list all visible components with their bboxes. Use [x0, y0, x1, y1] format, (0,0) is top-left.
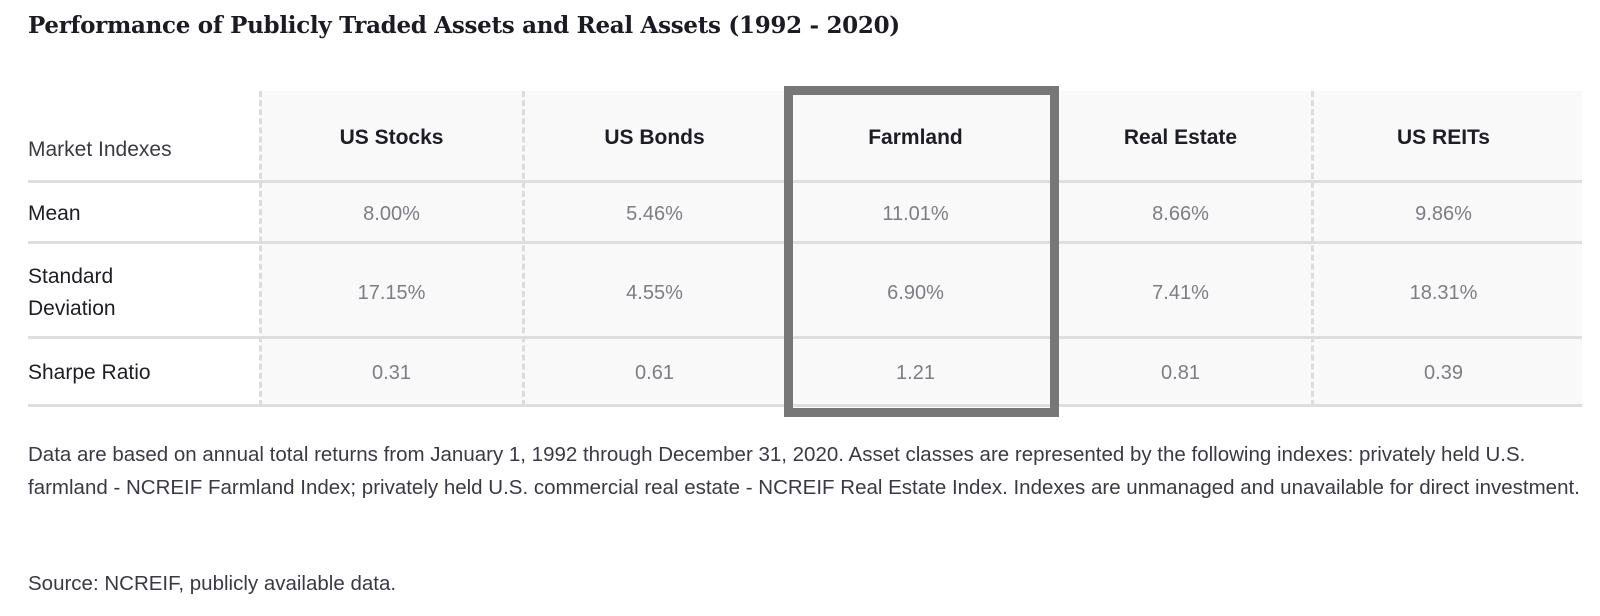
- row-label: Standard Deviation: [28, 265, 116, 320]
- column-header: US REITs: [1397, 126, 1490, 149]
- table-cell: 0.31: [372, 362, 411, 384]
- highlight-box: [784, 86, 1059, 417]
- table-cell: 6.90%: [887, 282, 944, 304]
- table-cell: 9.86%: [1415, 203, 1472, 225]
- table-cell: 18.31%: [1409, 282, 1478, 304]
- chart-title: Performance of Publicly Traded Assets an…: [28, 12, 900, 39]
- row-label: Sharpe Ratio: [28, 361, 151, 384]
- table-cell: 0.61: [635, 362, 674, 384]
- column-separator: [522, 91, 525, 406]
- column-background: [1312, 91, 1582, 406]
- column-background: [784, 91, 1049, 406]
- row-divider: [28, 241, 1582, 244]
- table-cell: 8.66%: [1152, 203, 1209, 225]
- column-separator: [259, 91, 262, 406]
- table-cell: 4.55%: [626, 282, 683, 304]
- column-background: [1049, 91, 1312, 406]
- row-label: Mean: [28, 202, 81, 225]
- table-cell: 7.41%: [1152, 282, 1209, 304]
- table-cell: 17.15%: [357, 282, 426, 304]
- column-header: US Stocks: [339, 126, 444, 149]
- column-header: Farmland: [868, 126, 963, 149]
- table-cell: 8.00%: [363, 203, 420, 225]
- source-note: Source: NCREIF, publicly available data.: [28, 572, 397, 595]
- column-header: Real Estate: [1123, 126, 1238, 149]
- column-separator: [1311, 91, 1314, 406]
- table-cell: 0.39: [1424, 362, 1463, 384]
- table-cell: 11.01%: [882, 203, 949, 225]
- column-header: US Bonds: [604, 126, 705, 149]
- table-cell: 1.21: [896, 362, 935, 384]
- table-cell: 5.46%: [626, 203, 683, 225]
- column-background: [260, 91, 523, 406]
- table-cell: 0.81: [1161, 362, 1200, 384]
- corner-label: Market Indexes: [28, 138, 172, 161]
- row-divider: [28, 404, 1582, 407]
- row-divider: [28, 180, 1582, 183]
- row-divider: [28, 336, 1582, 339]
- column-background: [523, 91, 784, 406]
- footnote: Data are based on annual total returns f…: [28, 443, 1580, 499]
